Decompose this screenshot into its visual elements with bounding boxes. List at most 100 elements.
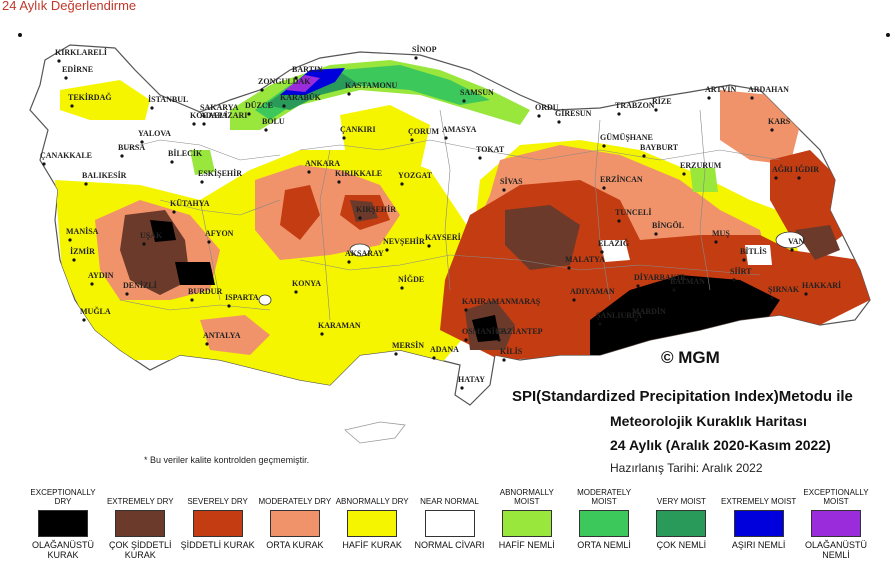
city-label: EDİRNE <box>62 64 93 74</box>
city-dot <box>42 162 46 166</box>
legend-label-en: EXCEPTIONALLY DRY <box>30 488 96 506</box>
city-label: KAYSERİ <box>425 232 461 242</box>
city-label: ERZİNCAN <box>600 174 643 184</box>
city-dot <box>750 96 754 100</box>
city-label: NEVŞEHİR <box>383 236 425 246</box>
zone-exceptionally-dry-manisa <box>175 262 215 285</box>
city-label: ADIYAMAN <box>570 287 615 296</box>
city-label: AFYON <box>205 229 234 238</box>
city-label: ARDAHAN <box>748 85 789 94</box>
city-dot <box>202 114 206 118</box>
legend-item: MODERATELY MOIST ORTA NEMLİ <box>564 484 644 550</box>
legend-label-tr: AŞIRI NEMLİ <box>731 540 786 550</box>
city-label: NİĞDE <box>398 274 424 284</box>
city-dot <box>227 304 231 308</box>
city-dot <box>150 106 154 110</box>
cyprus-island <box>344 421 406 444</box>
city-dot <box>572 298 576 302</box>
city-dot <box>636 284 640 288</box>
city-dot <box>200 180 204 184</box>
city-dot <box>600 250 604 254</box>
city-label: TEKİRDAĞ <box>68 92 112 102</box>
legend-swatch <box>424 510 475 537</box>
legend: EXCEPTIONALLY DRY OLAĞANÜSTÜ KURAK EXTREME… <box>0 484 895 572</box>
city-dot <box>347 92 351 96</box>
city-dot <box>617 219 621 223</box>
legend-swatch <box>501 510 552 537</box>
city-dot <box>142 242 146 246</box>
city-label: YALOVA <box>138 129 171 138</box>
legend-swatch <box>733 510 784 537</box>
city-dot <box>770 296 774 300</box>
legend-item: MODERATELY DRY ORTA KURAK <box>255 484 335 550</box>
city-label: GAZİANTEP <box>495 326 543 336</box>
legend-swatch <box>347 510 398 537</box>
city-dot <box>260 88 264 92</box>
city-dot <box>84 182 88 186</box>
legend-item: VERY MOIST ÇOK NEMLİ <box>641 484 721 550</box>
city-label: ADAPAZARI <box>200 111 247 120</box>
city-label: OSMANİYE <box>462 326 506 336</box>
city-label: ANTALYA <box>203 331 241 340</box>
zone-abnormally-moist-bilecik <box>190 150 215 175</box>
quality-note: * Bu veriler kalite kontrolden geçmemişt… <box>144 455 310 465</box>
legend-item: EXCEPTIONALLY MOIST OLAĞANÜSTÜ NEMLİ <box>796 484 876 560</box>
map-title-line1: SPI(Standardized Precipitation Index)Met… <box>512 388 853 405</box>
city-dot <box>537 114 541 118</box>
legend-item: EXTREMELY DRY ÇOK ŞİDDETLİ KURAK <box>100 484 180 560</box>
zone-exceptionally-moist-north <box>285 75 320 92</box>
city-dot <box>444 136 448 140</box>
city-dot <box>82 318 86 322</box>
city-label: GÜMÜŞHANE <box>600 133 653 142</box>
city-dot <box>57 59 61 63</box>
city-label: KARAMAN <box>318 321 361 330</box>
city-dot <box>410 138 414 142</box>
legend-label-tr: NORMAL CİVARI <box>414 540 485 550</box>
city-dot <box>342 136 346 140</box>
legend-label-en: VERY MOIST <box>656 497 706 506</box>
city-label: ZONGULDAK <box>258 77 311 86</box>
city-dot <box>385 248 389 252</box>
city-label: AYDIN <box>88 271 114 280</box>
city-label: SAMSUN <box>460 88 494 97</box>
city-dot <box>634 318 638 322</box>
city-label: ELAZIĞ <box>598 238 629 248</box>
legend-label-tr: ORTA KURAK <box>266 540 324 550</box>
legend-label-en: SEVERELY DRY <box>187 497 248 506</box>
city-dot <box>567 266 571 270</box>
city-dot <box>732 278 736 282</box>
page-caption: 24 Aylık Değerlendirme <box>2 0 137 13</box>
city-label: İSTANBUL <box>148 94 188 104</box>
corner-dot <box>18 33 22 37</box>
legend-label-en: NEAR NORMAL <box>420 497 479 506</box>
city-dot <box>642 154 646 158</box>
legend-label-tr: HAFİF KURAK <box>342 540 402 550</box>
city-dot <box>497 338 501 342</box>
city-label: BOLU <box>262 117 285 126</box>
legend-item: ABNORMALLY MOIST HAFİF NEMLİ <box>487 484 567 550</box>
city-label: KIRŞEHİR <box>356 204 396 214</box>
city-label: VAN <box>788 237 805 246</box>
city-label: KİLİS <box>500 346 523 356</box>
city-label: TRABZON <box>615 101 655 110</box>
city-label: AKSARAY <box>345 249 384 258</box>
legend-label-tr: ŞİDDETLİ KURAK <box>180 540 255 550</box>
city-dot <box>790 248 794 252</box>
legend-label-tr: ORTA NEMLİ <box>577 540 631 550</box>
legend-label-tr: OLAĞANÜSTÜ NEMLİ <box>804 540 867 560</box>
city-dot <box>502 358 506 362</box>
city-dot <box>432 356 436 360</box>
city-dot <box>120 154 124 158</box>
city-label: BATMAN <box>670 277 705 286</box>
legend-item: SEVERELY DRY ŞİDDETLİ KURAK <box>178 484 258 550</box>
city-dot <box>70 104 74 108</box>
city-dot <box>307 170 311 174</box>
city-label: IĞDIR <box>795 164 819 174</box>
city-dot <box>654 108 658 112</box>
legend-label-en: MODERATELY MOIST <box>577 488 632 506</box>
legend-swatch <box>38 510 88 537</box>
zone-abnormally-dry-thrace <box>60 80 150 120</box>
city-dot <box>774 176 778 180</box>
city-label: BURDUR <box>188 287 222 296</box>
city-dot <box>464 338 468 342</box>
